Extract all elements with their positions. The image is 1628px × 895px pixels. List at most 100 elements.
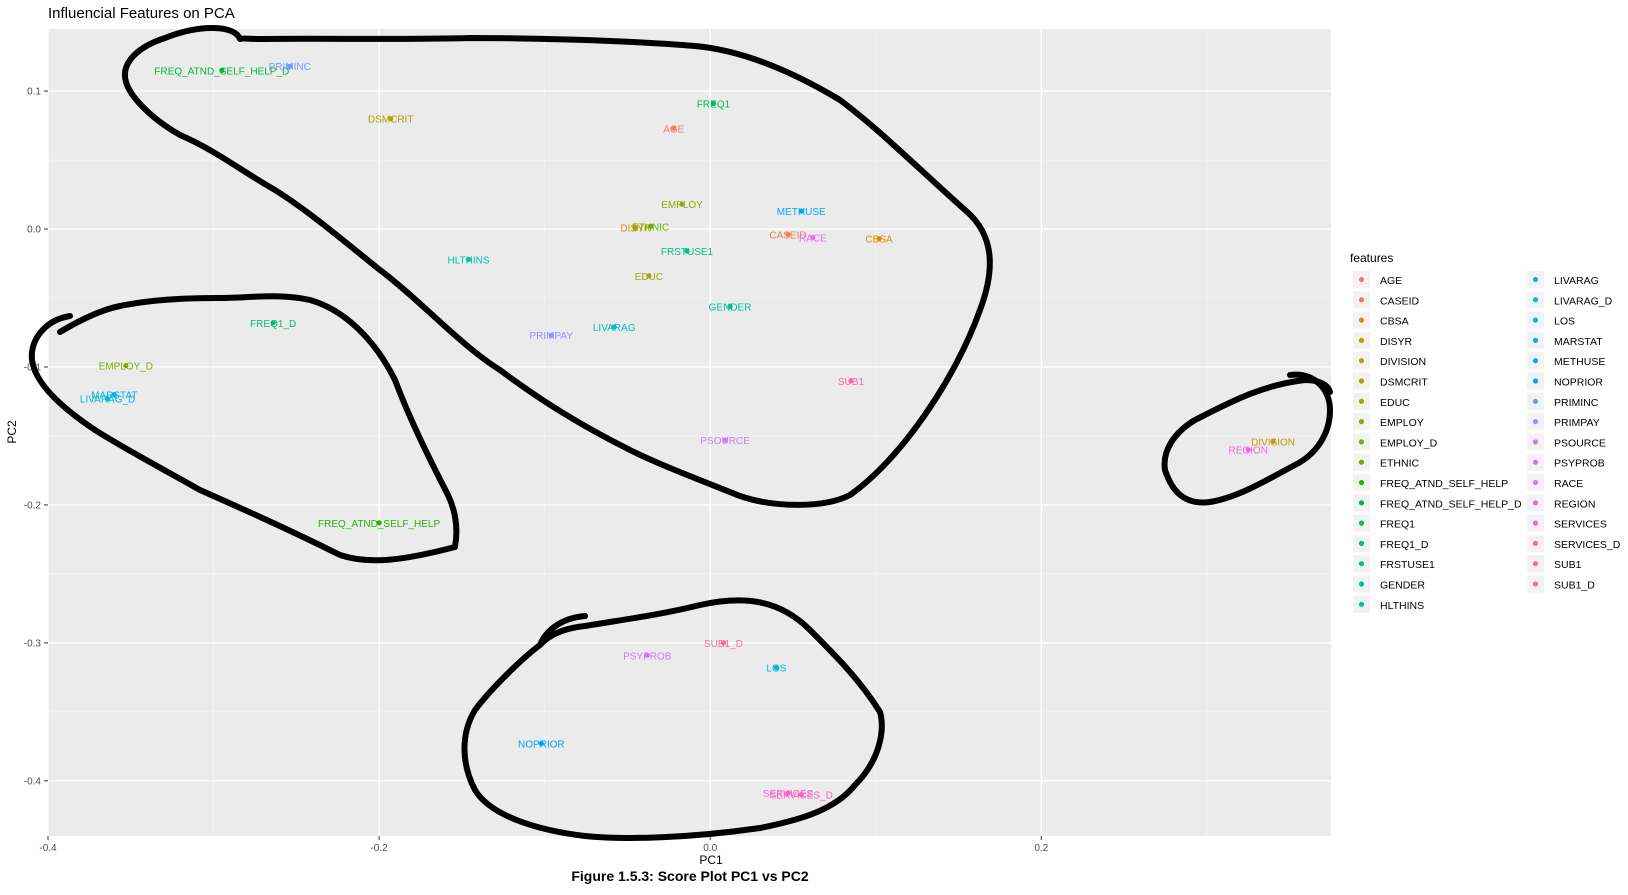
cluster-outline-right bbox=[1161, 371, 1333, 506]
legend-symbol bbox=[1358, 459, 1365, 465]
legend-entry-marstat: MARSTAT bbox=[1554, 336, 1603, 348]
data-label-hlthins: HLTHINS bbox=[447, 255, 489, 266]
legend-symbol bbox=[1358, 337, 1365, 343]
hand-drawn-cluster-outlines bbox=[28, 25, 1333, 841]
legend-symbol bbox=[1532, 297, 1539, 303]
data-label-freq_atnd_self_help_d: FREQ_ATND_SELF_HELP_D bbox=[154, 66, 289, 77]
legend-symbol bbox=[1358, 439, 1365, 445]
data-label-employ: EMPLOY bbox=[661, 200, 703, 211]
cluster-outline-bottom bbox=[461, 597, 885, 841]
legend-entry-employ_d: EMPLOY_D bbox=[1380, 437, 1438, 449]
data-label-noprior: NOPRIOR bbox=[518, 740, 565, 751]
data-point-caseid bbox=[785, 231, 791, 238]
data-point-employ bbox=[679, 201, 685, 207]
legend-entry-division: DIVISION bbox=[1380, 356, 1426, 368]
data-label-age: AGE bbox=[663, 124, 684, 135]
legend-symbol bbox=[1358, 378, 1365, 384]
data-point-freq_atnd_self_help_d bbox=[219, 67, 225, 73]
x-tick-label: -0.2 bbox=[370, 843, 388, 854]
data-point-region bbox=[1245, 447, 1251, 453]
legend-entry-methuse: METHUSE bbox=[1554, 356, 1605, 368]
legend-entry-frstuse1: FRSTUSE1 bbox=[1380, 559, 1435, 571]
data-point-freq1_d bbox=[270, 320, 276, 326]
y-tick-label: 0.0 bbox=[27, 225, 41, 236]
data-point-freq_atnd_self_help bbox=[376, 520, 382, 526]
data-label-region: REGION bbox=[1228, 446, 1267, 457]
data-point-sub1_d bbox=[720, 640, 727, 646]
legend-entry-caseid: CASEID bbox=[1380, 295, 1420, 307]
legend-title: features bbox=[1350, 251, 1393, 265]
legend-entry-region: REGION bbox=[1554, 498, 1595, 510]
legend-entry-livarag_d: LIVARAG_D bbox=[1554, 295, 1613, 307]
legend-symbol bbox=[1532, 317, 1539, 323]
data-label-gender: GENDER bbox=[709, 302, 752, 313]
data-label-livarag_d: LIVARAG_D bbox=[80, 395, 135, 406]
data-point-priminc bbox=[287, 63, 293, 69]
legend-symbol bbox=[1532, 439, 1539, 445]
legend-entry-educ: EDUC bbox=[1380, 397, 1410, 409]
legend-symbol bbox=[1358, 317, 1365, 323]
x-tick-label: 0.0 bbox=[703, 843, 717, 854]
data-label-services: SERVICES bbox=[763, 789, 814, 800]
plot-panel bbox=[48, 29, 1331, 836]
data-label-los: LOS bbox=[766, 664, 786, 675]
legend-symbol bbox=[1358, 500, 1365, 506]
data-point-employ_d bbox=[123, 362, 129, 369]
legend-entry-services: SERVICES bbox=[1554, 519, 1607, 531]
y-tick-label: -0.3 bbox=[24, 638, 42, 649]
cluster-outline-top bbox=[121, 25, 993, 508]
legend-symbol bbox=[1532, 540, 1539, 547]
legend-symbol bbox=[1532, 358, 1539, 364]
y-tick-label: -0.4 bbox=[24, 776, 42, 787]
data-label-psource: PSOURCE bbox=[700, 436, 750, 447]
legend-symbol bbox=[1358, 419, 1365, 425]
legend-symbol bbox=[1532, 419, 1539, 425]
y-tick-label: 0.1 bbox=[27, 87, 41, 98]
legend-entry-disyr: DISYR bbox=[1380, 336, 1413, 348]
data-label-priminc: PRIMINC bbox=[269, 62, 311, 73]
data-label-services_d: SERVICES_D bbox=[770, 791, 833, 802]
legend-entry-freq1_d: FREQ1_D bbox=[1380, 539, 1429, 551]
legend-entry-ethnic: ETHNIC bbox=[1380, 458, 1420, 470]
legend-symbol bbox=[1358, 520, 1365, 526]
data-point-services bbox=[785, 790, 791, 796]
legend-entry-gender: GENDER bbox=[1380, 580, 1425, 592]
legend-symbol bbox=[1358, 581, 1365, 587]
y-tick-label: -0.2 bbox=[24, 500, 42, 511]
data-label-frstuse1: FRSTUSE1 bbox=[661, 247, 714, 258]
data-point-services_d bbox=[798, 792, 804, 798]
data-label-cbsa: CBSA bbox=[865, 235, 893, 246]
data-point-disyr bbox=[633, 225, 639, 231]
legend-symbol bbox=[1532, 337, 1539, 343]
legend-entry-employ: EMPLOY bbox=[1380, 417, 1424, 429]
data-label-disyr: DISYR bbox=[620, 224, 651, 235]
legend-entry-sub1: SUB1 bbox=[1554, 559, 1582, 571]
data-label-dsmcrit: DSMCRIT bbox=[368, 115, 414, 126]
legend-symbol bbox=[1532, 276, 1539, 283]
data-point-cbsa bbox=[876, 236, 882, 242]
legend-entry-age: AGE bbox=[1380, 275, 1402, 287]
legend-symbol bbox=[1532, 479, 1539, 486]
legend-symbol bbox=[1358, 276, 1365, 283]
data-point-freq1 bbox=[710, 100, 717, 107]
data-label-methuse: METHUSE bbox=[777, 207, 826, 218]
legend-entry-noprior: NOPRIOR bbox=[1554, 377, 1603, 389]
legend-symbol bbox=[1358, 297, 1365, 303]
legend-entry-psource: PSOURCE bbox=[1554, 437, 1606, 449]
legend-symbol bbox=[1358, 479, 1365, 486]
data-label-freq1_d: FREQ1_D bbox=[250, 319, 296, 330]
data-label-sub1: SUB1 bbox=[838, 377, 865, 388]
legend-entry-services_d: SERVICES_D bbox=[1554, 539, 1621, 551]
data-point-race bbox=[810, 234, 816, 240]
data-label-employ_d: EMPLOY_D bbox=[99, 362, 153, 373]
data-label-livarag: LIVARAG bbox=[593, 323, 636, 334]
legend-entry-hlthins: HLTHINS bbox=[1380, 600, 1424, 612]
data-point-dsmcrit bbox=[388, 116, 394, 122]
legend-entry-freq_atnd_self_help: FREQ_ATND_SELF_HELP bbox=[1380, 478, 1508, 490]
legend-entry-freq_atnd_self_help_d: FREQ_ATND_SELF_HELP_D bbox=[1380, 498, 1522, 510]
legend-symbol bbox=[1358, 601, 1365, 607]
x-tick-label: -0.4 bbox=[39, 843, 57, 854]
data-point-ethnic bbox=[647, 223, 654, 229]
legend-symbol bbox=[1358, 398, 1365, 404]
data-point-psyprob bbox=[644, 652, 650, 658]
